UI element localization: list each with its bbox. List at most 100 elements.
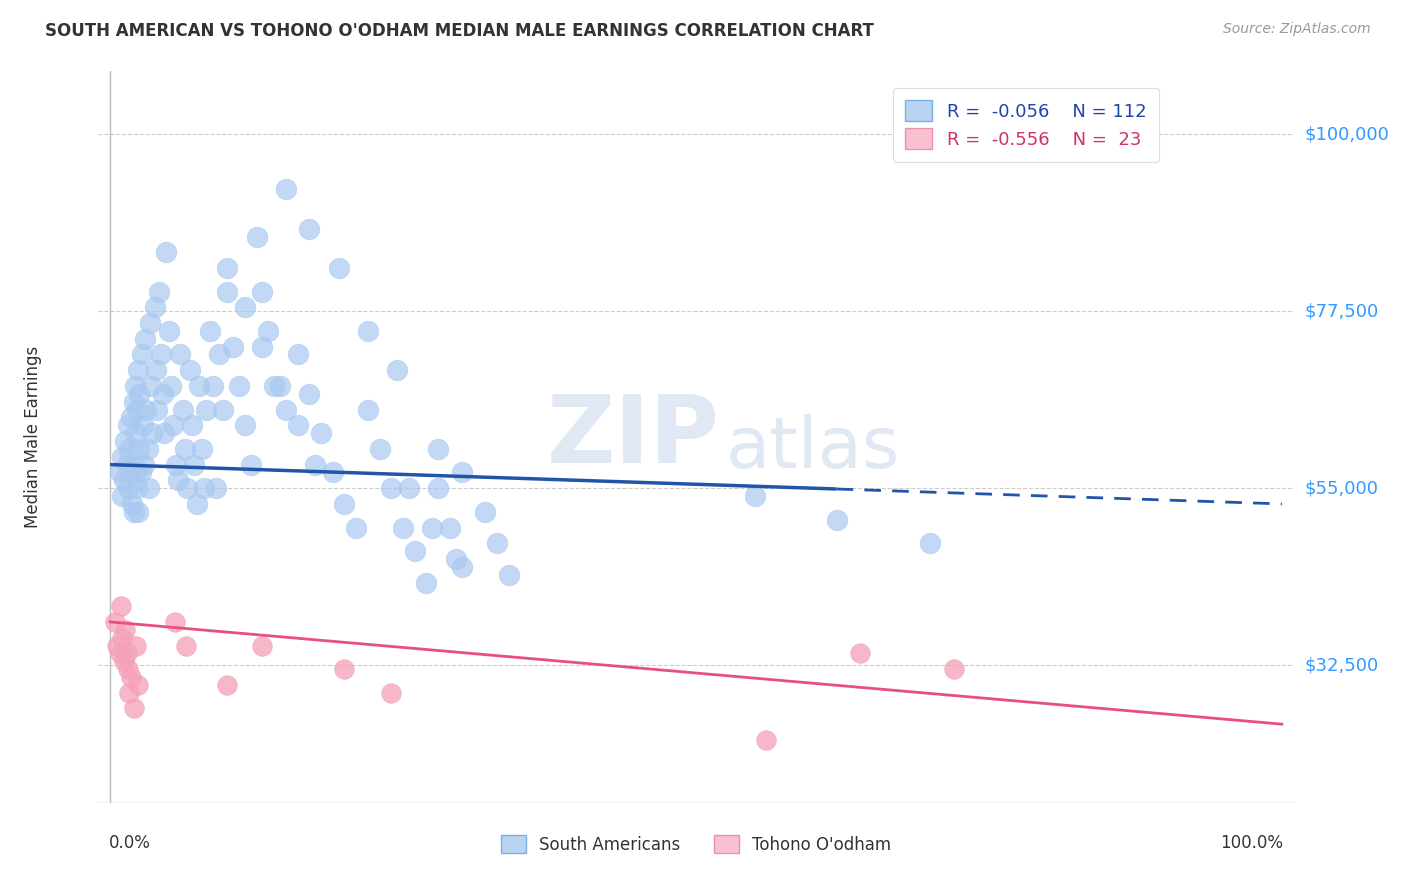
Point — [138, 481, 160, 495]
Point — [263, 379, 285, 393]
Point — [153, 426, 176, 441]
Point — [398, 481, 420, 495]
Point — [228, 379, 250, 393]
Point — [160, 379, 183, 393]
Point — [122, 701, 145, 715]
Point — [450, 559, 472, 574]
Point — [132, 458, 156, 472]
Point — [111, 631, 134, 645]
Point — [422, 520, 444, 534]
Point — [129, 466, 152, 480]
Point — [131, 347, 153, 361]
Point — [181, 418, 204, 433]
Point — [744, 489, 766, 503]
Point — [114, 434, 136, 448]
Text: $55,000: $55,000 — [1305, 479, 1379, 497]
Point — [202, 379, 225, 393]
Point — [118, 442, 141, 456]
Point — [193, 481, 215, 495]
Point — [139, 316, 162, 330]
Point — [825, 513, 848, 527]
Point — [111, 450, 134, 464]
Point — [117, 481, 139, 495]
Text: atlas: atlas — [725, 414, 900, 483]
Point — [257, 324, 280, 338]
Point — [190, 442, 212, 456]
Point — [252, 639, 274, 653]
Point — [125, 639, 148, 653]
Point — [333, 662, 356, 676]
Point — [298, 221, 321, 235]
Point — [141, 379, 163, 393]
Point — [274, 182, 297, 196]
Point — [136, 442, 159, 456]
Point — [450, 466, 472, 480]
Point — [188, 379, 211, 393]
Point — [344, 520, 367, 534]
Point — [121, 497, 143, 511]
Point — [404, 544, 426, 558]
Point — [217, 678, 239, 692]
Point — [120, 670, 142, 684]
Point — [309, 426, 332, 441]
Point — [304, 458, 326, 472]
Point — [427, 481, 450, 495]
Point — [134, 332, 156, 346]
Point — [149, 347, 172, 361]
Point — [111, 489, 134, 503]
Point — [112, 654, 135, 668]
Point — [474, 505, 496, 519]
Point — [849, 646, 872, 660]
Point — [328, 260, 350, 275]
Point — [217, 285, 239, 299]
Point — [368, 442, 391, 456]
Point — [122, 458, 145, 472]
Point — [498, 567, 520, 582]
Point — [357, 402, 380, 417]
Text: 0.0%: 0.0% — [110, 834, 150, 852]
Point — [127, 481, 149, 495]
Point — [172, 402, 194, 417]
Point — [105, 639, 128, 653]
Point — [167, 473, 190, 487]
Point — [141, 426, 163, 441]
Point — [392, 520, 415, 534]
Text: Median Male Earnings: Median Male Earnings — [24, 346, 42, 528]
Point — [120, 466, 141, 480]
Point — [127, 363, 149, 377]
Point — [233, 418, 256, 433]
Point — [380, 686, 402, 700]
Point — [287, 347, 309, 361]
Point — [233, 301, 256, 315]
Point — [298, 387, 321, 401]
Text: $77,500: $77,500 — [1305, 302, 1379, 320]
Point — [165, 458, 187, 472]
Point — [122, 394, 145, 409]
Point — [128, 442, 150, 456]
Point — [195, 402, 218, 417]
Point — [252, 340, 274, 354]
Point — [135, 402, 157, 417]
Text: 100.0%: 100.0% — [1220, 834, 1284, 852]
Point — [385, 363, 409, 377]
Point — [115, 458, 138, 472]
Point — [333, 497, 356, 511]
Point — [127, 678, 149, 692]
Point — [287, 418, 309, 433]
Point — [204, 481, 226, 495]
Point — [183, 458, 205, 472]
Point — [755, 732, 778, 747]
Point — [252, 285, 274, 299]
Point — [104, 615, 127, 629]
Point — [222, 340, 245, 354]
Point — [162, 418, 184, 433]
Point — [269, 379, 291, 393]
Point — [143, 301, 166, 315]
Point — [125, 466, 148, 480]
Point — [174, 639, 197, 653]
Point — [108, 466, 131, 480]
Point — [163, 615, 186, 629]
Point — [115, 646, 138, 660]
Point — [179, 363, 201, 377]
Text: $32,500: $32,500 — [1305, 657, 1379, 674]
